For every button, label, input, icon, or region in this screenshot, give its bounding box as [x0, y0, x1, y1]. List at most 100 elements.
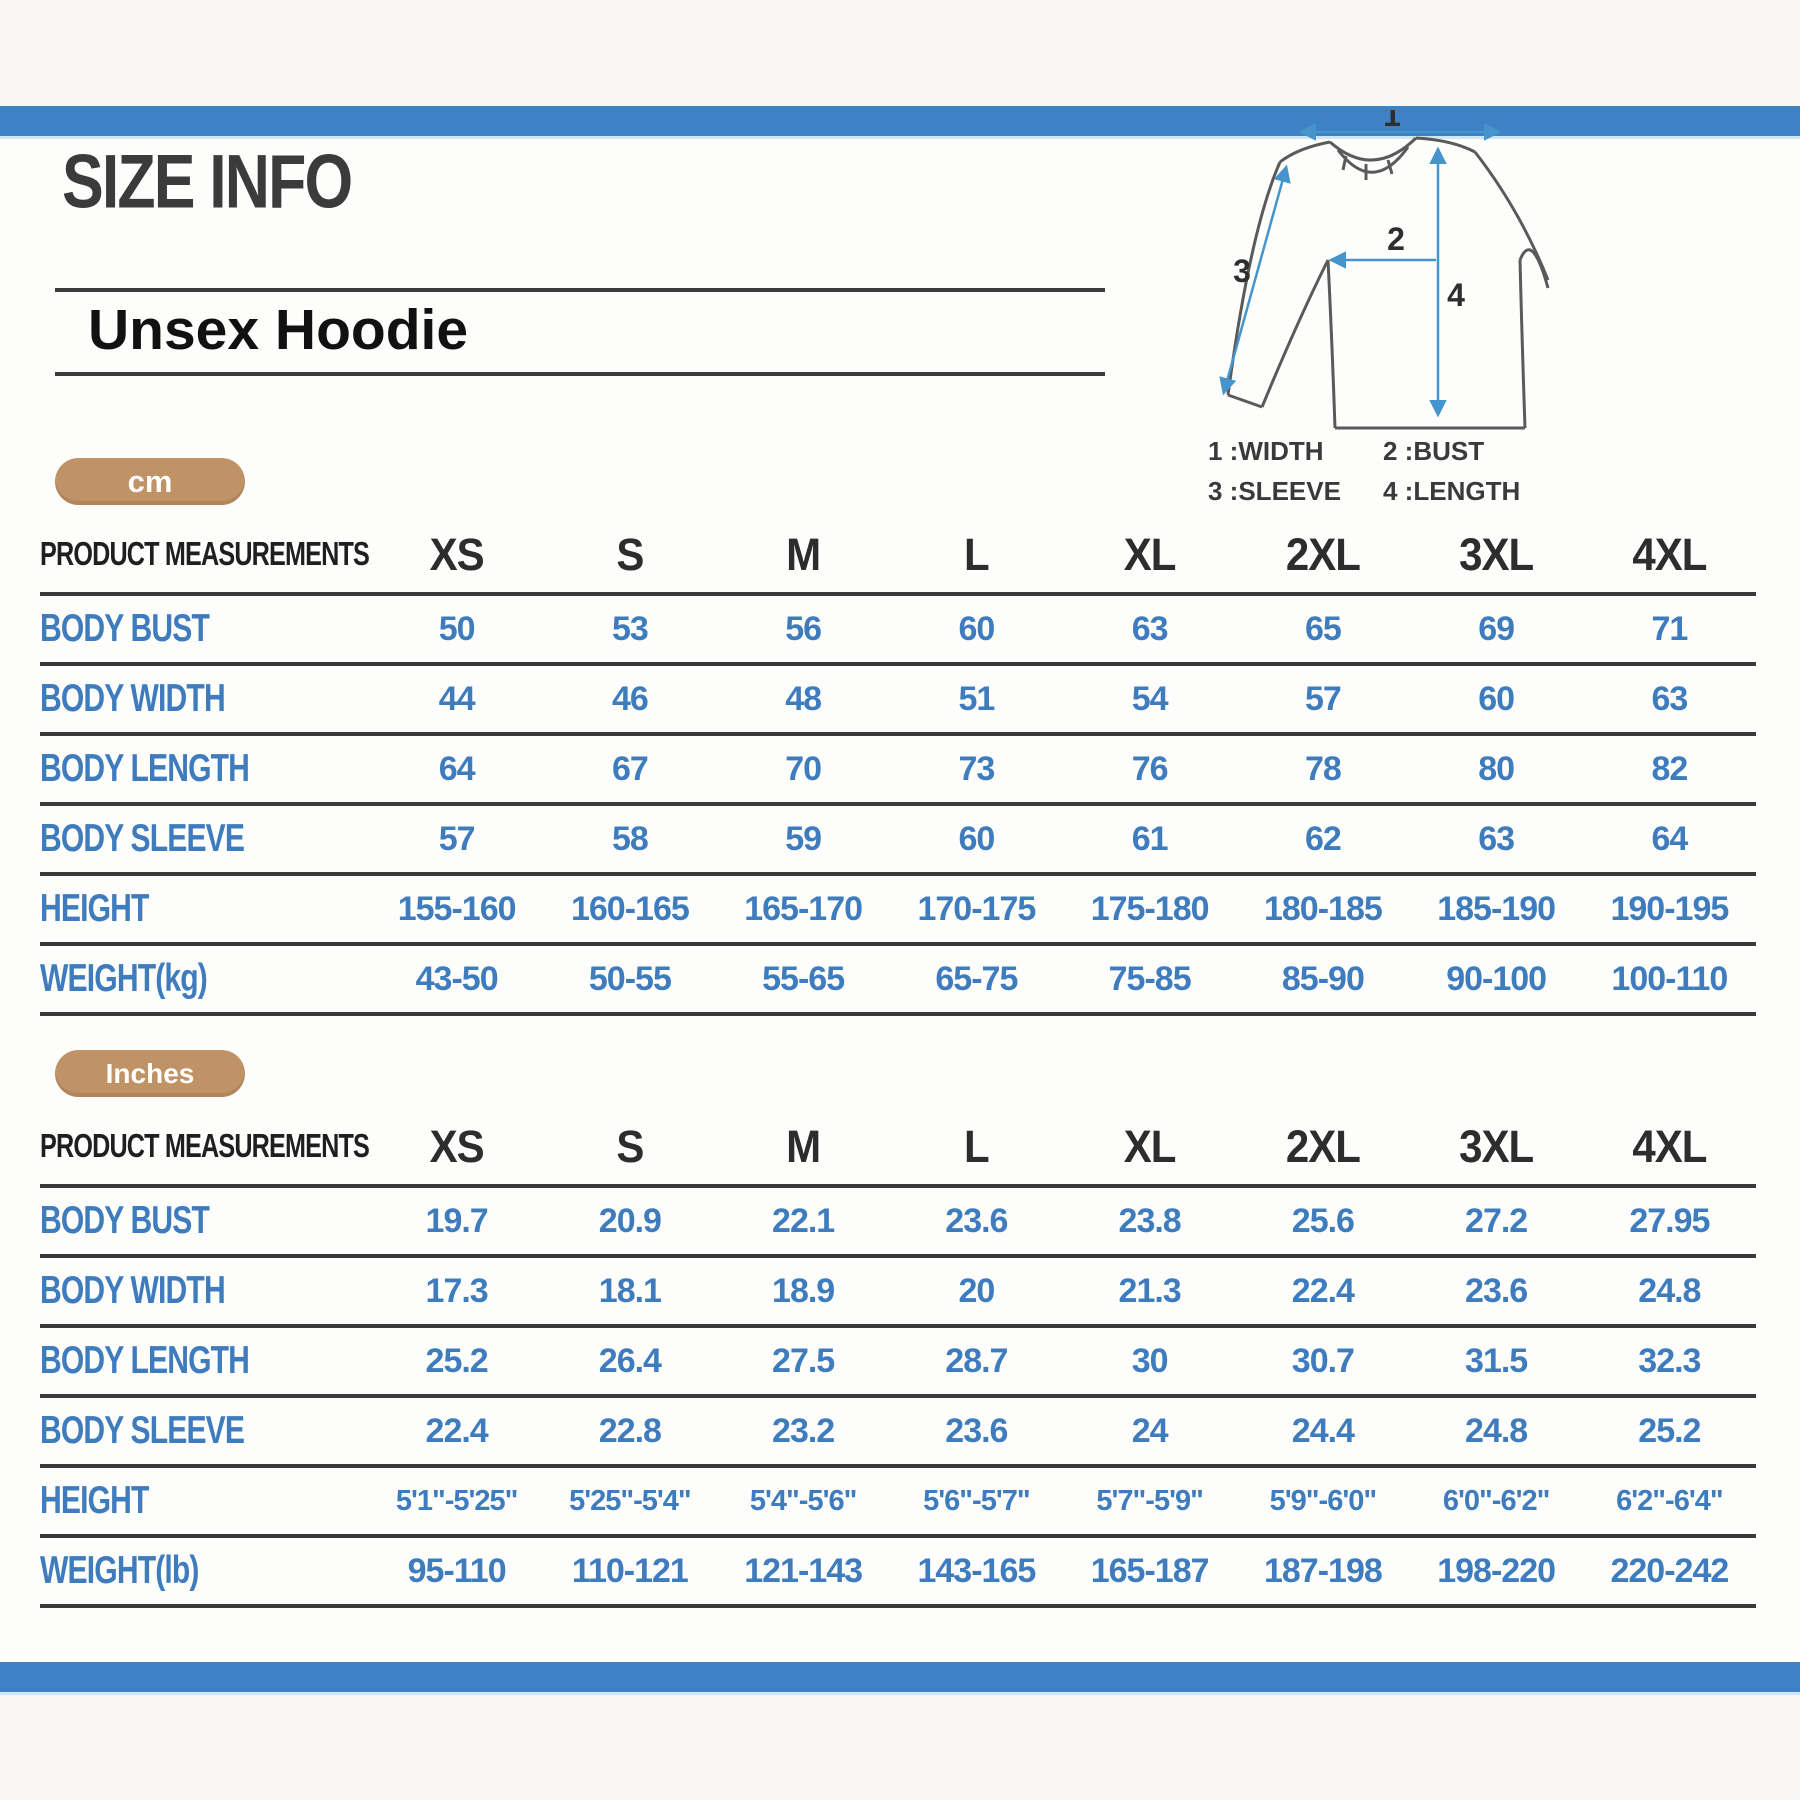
measurement-value: 187-198: [1263, 1551, 1383, 1590]
measurement-value: 18.1: [598, 1271, 662, 1310]
measurement-value: 32.3: [1638, 1341, 1701, 1380]
size-table-cm: PRODUCT MEASUREMENTS XS S M L XL 2XL 3XL 4XL BODY…: [40, 518, 1756, 1016]
table-row: BODY WIDTH 44 46 48 51 54 57 60 63: [40, 666, 1756, 736]
measurement-value: 60: [958, 609, 995, 648]
measurement-value: 185-190: [1437, 889, 1556, 928]
measurement-value: 26.4: [598, 1341, 662, 1380]
measurement-value: 57: [438, 819, 476, 858]
measurement-value: 31.5: [1465, 1341, 1528, 1380]
table-header-row: PRODUCT MEASUREMENTS XS S M L XL 2XL 3XL 4XL: [40, 518, 1756, 596]
column-header-size: S: [616, 1121, 644, 1172]
measurement-value: 59: [785, 819, 822, 858]
measurement-value: 6'0"-6'2": [1442, 1484, 1550, 1517]
measurement-value: 160-165: [570, 889, 690, 928]
column-header-measurements: PRODUCT MEASUREMENTS: [40, 535, 370, 573]
row-label: BODY WIDTH: [40, 677, 226, 720]
column-header-size: XL: [1123, 1121, 1177, 1172]
bottom-blue-band: [0, 1662, 1800, 1695]
measurement-value: 50: [438, 609, 476, 648]
measurement-value: 170-175: [917, 889, 1036, 928]
measurement-value: 76: [1131, 749, 1169, 788]
measurement-value: 78: [1304, 749, 1342, 788]
measurement-value: 44: [438, 679, 476, 718]
row-label: BODY BUST: [40, 1199, 210, 1242]
measurement-value: 25.6: [1291, 1201, 1355, 1240]
measurement-value: 53: [611, 609, 649, 648]
column-header-size: 2XL: [1285, 529, 1361, 580]
table-row: HEIGHT 5'1"-5'25" 5'25"-5'4" 5'4"-5'6" 5'6"-…: [40, 1468, 1756, 1538]
column-header-size: S: [616, 529, 644, 580]
measurement-value: 5'4"-5'6": [749, 1484, 857, 1517]
measurement-value: 57: [1304, 679, 1342, 718]
size-table-inches: PRODUCT MEASUREMENTS XS S M L XL 2XL 3XL 4XL BODY…: [40, 1110, 1756, 1608]
measurement-arrows: [1219, 123, 1502, 418]
row-label: HEIGHT: [40, 887, 149, 930]
table-row: BODY SLEEVE 57 58 59 60 61 62 63 64: [40, 806, 1756, 876]
measurement-value: 69: [1478, 609, 1515, 648]
measurement-value: 67: [611, 749, 649, 788]
measurement-value: 198-220: [1437, 1551, 1556, 1590]
measurement-value: 143-165: [917, 1551, 1036, 1590]
diagram-legend: 1 :WIDTH 2 :BUST 3 :SLEEVE 4 :LENGTH: [1208, 436, 1520, 507]
measurement-value: 75-85: [1108, 959, 1192, 998]
measurement-value: 5'6"-5'7": [923, 1484, 1030, 1517]
measurement-value: 23.8: [1118, 1201, 1182, 1240]
page-title: SIZE INFO: [62, 139, 353, 225]
measurement-value: 23.6: [945, 1411, 1008, 1450]
row-label: BODY SLEEVE: [40, 1409, 245, 1452]
measurement-value: 155-160: [397, 889, 517, 928]
column-header-size: 2XL: [1285, 1121, 1361, 1172]
content-background: [0, 136, 1800, 1662]
row-label: BODY WIDTH: [40, 1269, 226, 1312]
measurement-value: 23.2: [772, 1411, 835, 1450]
table-row: BODY SLEEVE 22.4 22.8 23.2 23.6 24 24.4 24.8 25.…: [40, 1398, 1756, 1468]
measurement-value: 165-187: [1090, 1551, 1210, 1590]
measurement-value: 22.8: [598, 1411, 662, 1450]
measurement-value: 50-55: [588, 959, 672, 998]
column-header-size: XS: [429, 529, 485, 580]
column-header-size: M: [786, 1121, 821, 1172]
measurement-value: 100-110: [1611, 959, 1728, 998]
measurement-value: 80: [1478, 749, 1515, 788]
measurement-value: 121-143: [744, 1551, 863, 1590]
measurement-value: 175-180: [1090, 889, 1210, 928]
arrow-label-length: 4: [1447, 277, 1465, 313]
measurement-value: 64: [1651, 819, 1688, 858]
measurement-value: 24.4: [1291, 1411, 1355, 1450]
table-row: HEIGHT 155-160 160-165 165-170 170-175 175-18…: [40, 876, 1756, 946]
measurement-value: 190-195: [1610, 889, 1729, 928]
table-row: BODY BUST 50 53 56 60 63 65 69 71: [40, 596, 1756, 666]
column-header-size: M: [786, 529, 821, 580]
measurement-value: 28.7: [945, 1341, 1008, 1380]
measurement-value: 95-110: [407, 1551, 507, 1590]
column-header-size: 4XL: [1632, 529, 1707, 580]
table-row: WEIGHT(kg) 43-50 50-55 55-65 65-75 75-85 85-90…: [40, 946, 1756, 1016]
table-header-row: PRODUCT MEASUREMENTS XS S M L XL 2XL 3XL 4XL: [40, 1110, 1756, 1188]
divider-line: [55, 372, 1105, 376]
measurement-value: 18.9: [772, 1271, 835, 1310]
measurement-value: 21.3: [1118, 1271, 1182, 1310]
measurement-value: 71: [1651, 609, 1688, 648]
table-row: BODY LENGTH 25.2 26.4 27.5 28.7 30 30.7 31.5 32.…: [40, 1328, 1756, 1398]
measurement-value: 25.2: [425, 1341, 489, 1380]
column-header-size: L: [964, 529, 990, 580]
column-header-size: 3XL: [1459, 1121, 1534, 1172]
arrow-label-bust: 2: [1387, 221, 1405, 257]
row-label: BODY SLEEVE: [40, 817, 245, 860]
column-header-size: 4XL: [1632, 1121, 1707, 1172]
measurement-value: 22.1: [772, 1201, 835, 1240]
column-header-measurements: PRODUCT MEASUREMENTS: [40, 1127, 370, 1165]
row-label: BODY LENGTH: [40, 747, 250, 790]
column-header-size: XL: [1123, 529, 1177, 580]
table-row: BODY LENGTH 64 67 70 73 76 78 80 82: [40, 736, 1756, 806]
unit-badge-inches: Inches: [55, 1050, 245, 1097]
measurement-value: 24: [1131, 1411, 1169, 1450]
product-name: Unsex Hoodie: [88, 298, 469, 362]
measurement-value: 65: [1304, 609, 1342, 648]
measurement-value: 165-170: [744, 889, 863, 928]
measurement-value: 5'25"-5'4": [569, 1484, 692, 1517]
measurement-value: 62: [1304, 819, 1342, 858]
measurement-value: 5'7"-5'9": [1096, 1484, 1203, 1517]
legend-item-width: 1 :WIDTH: [1208, 436, 1324, 466]
measurement-value: 43-50: [415, 959, 499, 998]
